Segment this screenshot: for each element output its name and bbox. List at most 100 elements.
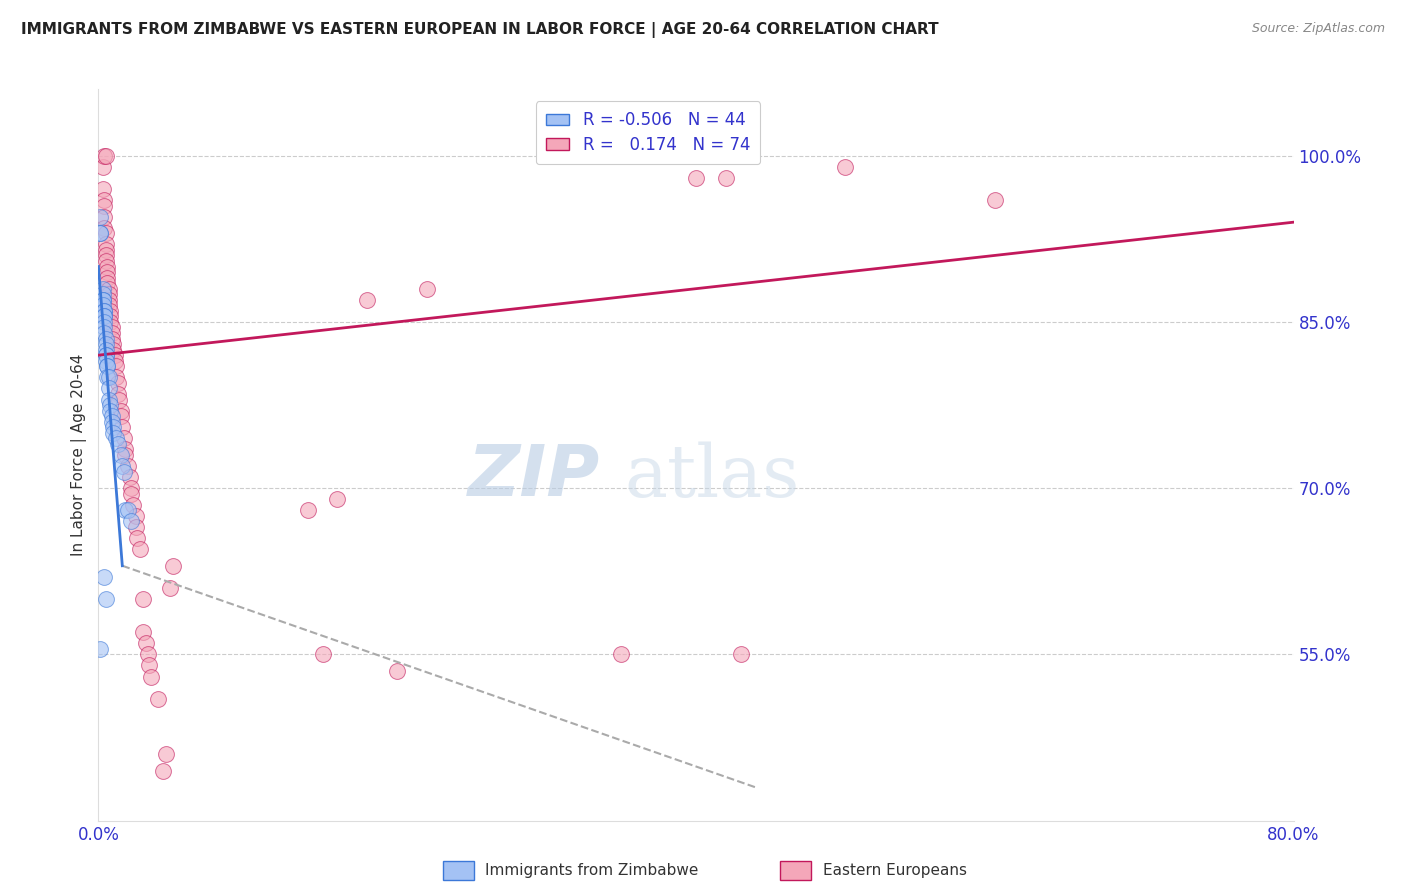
Point (96, 260, 118, 274)
Point (105, 359, 128, 374)
Point (91, 293, 114, 307)
Point (94, 348, 117, 362)
Point (132, 592, 155, 607)
Point (101, 320, 124, 334)
Point (107, 376, 129, 390)
Legend: R = -0.506   N = 44, R =   0.174   N = 74: R = -0.506 N = 44, R = 0.174 N = 74 (536, 101, 761, 164)
Point (91, 298, 114, 312)
Point (114, 442, 136, 457)
Point (129, 542, 152, 557)
Point (139, 669, 162, 683)
Point (104, 353, 127, 368)
Point (111, 458, 134, 473)
Point (136, 648, 159, 662)
Point (96, 370, 118, 384)
Point (100, 310, 122, 324)
Point (148, 691, 170, 706)
Point (97, 298, 120, 312)
Point (101, 332, 124, 346)
Point (94, 237, 117, 252)
Point (416, 282, 439, 296)
Point (110, 448, 132, 462)
Point (93, 210, 115, 224)
Point (94, 337, 117, 351)
Point (93, 570, 115, 584)
Point (93, 320, 115, 334)
Text: Immigrants from Zimbabwe: Immigrants from Zimbabwe (485, 863, 699, 878)
Point (93, 149, 115, 163)
Point (94, 353, 117, 368)
Point (127, 531, 149, 545)
Point (101, 409, 124, 424)
Point (94, 332, 117, 346)
Point (96, 359, 118, 374)
Point (94, 592, 117, 607)
Point (96, 265, 118, 279)
Text: Source: ZipAtlas.com: Source: ZipAtlas.com (1251, 22, 1385, 36)
Point (93, 198, 115, 212)
Point (730, 648, 752, 662)
Point (138, 658, 160, 673)
Point (94, 227, 117, 241)
Point (297, 503, 319, 517)
Point (94, 348, 117, 362)
Point (89, 210, 111, 224)
Point (121, 498, 143, 512)
Point (100, 303, 122, 318)
Point (714, 170, 737, 185)
Point (120, 515, 142, 529)
Point (120, 486, 142, 500)
Point (103, 343, 125, 357)
Point (107, 387, 129, 401)
Point (100, 403, 122, 417)
Point (97, 392, 120, 407)
Point (93, 315, 115, 329)
Point (135, 636, 157, 650)
Point (159, 581, 181, 595)
Point (91, 282, 114, 296)
Point (107, 437, 129, 451)
Point (105, 431, 128, 445)
Point (94, 343, 117, 357)
Point (108, 392, 131, 407)
Point (97, 381, 120, 395)
Point (103, 337, 125, 351)
Point (100, 315, 122, 329)
Point (93, 220, 115, 235)
Point (110, 409, 132, 424)
Point (96, 359, 118, 374)
Point (97, 370, 120, 384)
Point (97, 287, 120, 301)
Point (103, 420, 125, 434)
Point (155, 747, 177, 761)
Point (685, 170, 707, 185)
Point (117, 503, 139, 517)
Point (103, 425, 125, 440)
Text: IMMIGRANTS FROM ZIMBABWE VS EASTERN EUROPEAN IN LABOR FORCE | AGE 20-64 CORRELAT: IMMIGRANTS FROM ZIMBABWE VS EASTERN EURO… (21, 22, 939, 38)
Text: Eastern Europeans: Eastern Europeans (823, 863, 966, 878)
Point (94, 243, 117, 257)
Point (326, 492, 349, 507)
Point (97, 293, 120, 307)
Point (117, 458, 139, 473)
Point (100, 398, 122, 412)
Point (104, 348, 127, 362)
Point (125, 508, 148, 523)
Text: ZIP: ZIP (468, 442, 600, 511)
Point (105, 370, 128, 384)
Point (110, 403, 132, 417)
Point (114, 503, 136, 517)
Point (112, 431, 135, 445)
Point (93, 303, 115, 318)
Point (118, 470, 141, 484)
Point (125, 520, 148, 534)
Point (385, 664, 409, 678)
Point (356, 293, 378, 307)
Point (112, 465, 135, 479)
Point (91, 293, 114, 307)
Point (93, 310, 115, 324)
Point (89, 641, 111, 656)
Point (162, 558, 184, 573)
Point (89, 227, 111, 241)
Point (114, 448, 136, 462)
